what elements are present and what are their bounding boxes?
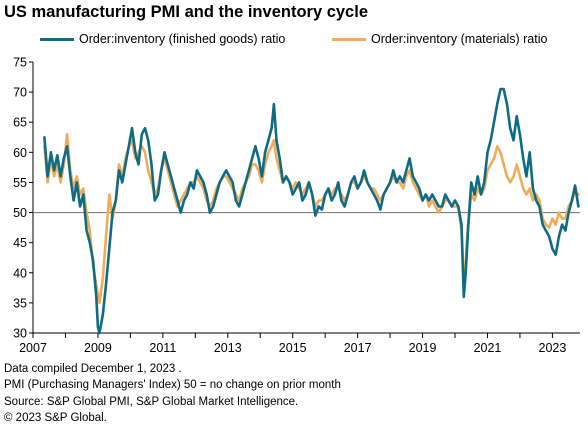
- x-tick-label-2013: 2013: [214, 341, 242, 355]
- y-tick-label-70: 70: [13, 86, 27, 100]
- footnote-date-compiled: Data compiled December 1, 2023 .: [4, 363, 182, 375]
- x-tick-label-2021: 2021: [474, 341, 502, 355]
- legend-swatch-materials: [332, 37, 366, 41]
- legend-label-finished-goods: Order:inventory (finished goods) ratio: [79, 32, 286, 46]
- series-line-finished-goods: [43, 87, 580, 335]
- legend-swatch-finished-goods: [40, 37, 74, 41]
- y-tick-label-65: 65: [13, 116, 27, 130]
- x-tick-label-2015: 2015: [279, 341, 307, 355]
- chart-title: US manufacturing PMI and the inventory c…: [4, 3, 368, 21]
- y-tick-label-75: 75: [13, 56, 27, 70]
- y-tick-label-50: 50: [13, 206, 27, 220]
- legend-item-materials: Order:inventory (materials) ratio: [332, 32, 547, 46]
- footnote-pmi-definition: PMI (Purchasing Managers' Index) 50 = no…: [4, 379, 341, 392]
- chart-legend: Order:inventory (finished goods) ratio O…: [0, 32, 588, 52]
- x-tick-label-2017: 2017: [344, 341, 372, 355]
- footnote-source: Source: S&P Global PMI, S&P Global Marke…: [4, 395, 299, 408]
- series-line-materials: [43, 133, 580, 305]
- y-tick-label-30: 30: [13, 327, 27, 341]
- legend-label-materials: Order:inventory (materials) ratio: [371, 32, 548, 46]
- x-tick-label-2023: 2023: [539, 341, 567, 355]
- x-tick-label-2019: 2019: [409, 341, 437, 355]
- x-tick-label-2011: 2011: [149, 341, 176, 355]
- y-tick-label-45: 45: [13, 236, 27, 250]
- footnotes: Data compiled December 1, 2023 . PMI (Pu…: [4, 361, 341, 427]
- footnote-copyright: © 2023 S&P Global.: [4, 412, 107, 425]
- y-tick-label-55: 55: [13, 176, 27, 190]
- legend-item-finished-goods: Order:inventory (finished goods) ratio: [40, 32, 285, 46]
- x-tick-label-2007: 2007: [19, 341, 47, 355]
- y-tick-label-35: 35: [13, 296, 27, 310]
- y-tick-label-60: 60: [13, 146, 27, 160]
- y-tick-label-40: 40: [13, 266, 27, 280]
- x-tick-label-2009: 2009: [84, 341, 112, 355]
